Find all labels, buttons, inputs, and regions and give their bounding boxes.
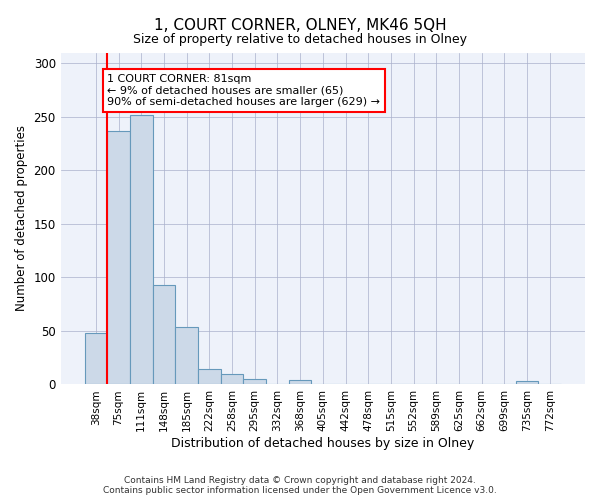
Bar xyxy=(516,381,538,384)
Y-axis label: Number of detached properties: Number of detached properties xyxy=(15,126,28,312)
Bar xyxy=(152,285,175,384)
Bar xyxy=(175,326,198,384)
Text: 1, COURT CORNER, OLNEY, MK46 5QH: 1, COURT CORNER, OLNEY, MK46 5QH xyxy=(154,18,446,32)
Bar xyxy=(244,379,266,384)
Bar xyxy=(107,130,130,384)
Text: Size of property relative to detached houses in Olney: Size of property relative to detached ho… xyxy=(133,32,467,46)
Bar xyxy=(221,374,244,384)
Bar xyxy=(130,114,152,384)
Bar xyxy=(198,370,221,384)
Bar xyxy=(289,380,311,384)
Text: Contains HM Land Registry data © Crown copyright and database right 2024.
Contai: Contains HM Land Registry data © Crown c… xyxy=(103,476,497,495)
X-axis label: Distribution of detached houses by size in Olney: Distribution of detached houses by size … xyxy=(171,437,475,450)
Text: 1 COURT CORNER: 81sqm
← 9% of detached houses are smaller (65)
90% of semi-detac: 1 COURT CORNER: 81sqm ← 9% of detached h… xyxy=(107,74,380,107)
Bar xyxy=(85,333,107,384)
